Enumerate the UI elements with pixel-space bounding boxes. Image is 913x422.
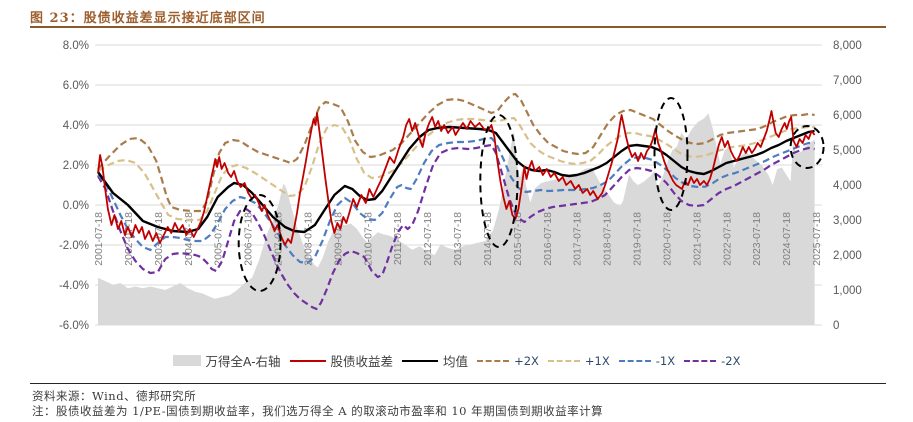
legend-label: +1X (584, 353, 610, 368)
right-axis-tick: 3,000 (833, 215, 862, 227)
legend-swatch (477, 359, 510, 362)
right-axis-tick: 6,000 (833, 110, 862, 122)
series-+1X (97, 116, 815, 222)
x-axis-tick: 2014-07-18 (482, 212, 494, 266)
left-axis-tick: -4.0% (59, 280, 89, 292)
x-axis-tick: 2011-07-18 (392, 212, 404, 265)
annotation-ellipse (789, 125, 825, 169)
legend-label: -2X (721, 353, 741, 368)
x-axis-tick: 2017-07-18 (572, 212, 584, 266)
x-axis-tick: 2024-07-18 (781, 212, 793, 266)
title-divider (30, 26, 886, 28)
x-axis-tick: 2013-07-18 (452, 212, 464, 266)
annotation-ellipse (479, 114, 519, 248)
x-axis-tick: 2018-07-18 (602, 212, 614, 266)
right-axis-tick: 5,000 (833, 145, 862, 157)
left-axis-tick: 8.0% (63, 40, 89, 52)
series-+2X (97, 92, 815, 213)
x-axis-tick: 2004-07-18 (183, 212, 195, 266)
right-axis-tick: 7,000 (833, 75, 862, 87)
legend-item-+2X: +2X (477, 354, 539, 368)
left-axis-tick: 6.0% (63, 80, 89, 92)
legend-label: 股债收益差 (330, 355, 394, 369)
x-axis-tick: 2010-07-18 (362, 212, 374, 266)
legend-item-cn0: 万得全A-右轴 (172, 351, 281, 370)
legend-swatch (172, 355, 201, 366)
source-text: 资料来源：Wind、德邦研究所 (32, 389, 197, 403)
annotation-ellipse (237, 194, 282, 292)
x-axis-tick: 2022-07-18 (721, 212, 733, 266)
right-axis-tick: 2,000 (833, 250, 862, 262)
left-axis-tick: -6.0% (59, 320, 89, 332)
legend-swatch (289, 359, 326, 362)
legend-swatch (547, 359, 580, 362)
footer-divider (30, 383, 886, 384)
legend-item--2X: -2X (684, 354, 740, 368)
x-axis-tick: 2016-07-18 (542, 212, 554, 266)
left-axis-tick: 0.0% (63, 200, 89, 212)
note-text: 注：股债收益差为 1/PE-国债到期收益率，我们选万得全 A 的取滚动市盈率和 … (32, 404, 604, 418)
legend-item-+1X: +1X (547, 353, 610, 368)
left-axis-tick: -2.0% (59, 240, 89, 252)
chart-legend: 万得全A-右轴 股债收益差 均值 +2X +1X -1X -2X (0, 351, 913, 370)
legend-swatch (618, 359, 651, 362)
legend-item-cn1: 股债收益差 (289, 351, 394, 370)
legend-item-cn2: 均值 (402, 351, 468, 370)
x-axis-tick: 2025-07-18 (811, 212, 823, 266)
series--2X (97, 143, 815, 311)
legend-swatch (684, 359, 717, 362)
x-axis-tick: 2001-07-18 (93, 212, 105, 266)
x-axis-tick: 2012-07-18 (422, 212, 434, 266)
legend-label: 万得全A-右轴 (205, 355, 281, 369)
x-axis-tick: 2020-07-18 (661, 212, 673, 266)
right-axis-tick: 0 (833, 320, 839, 332)
annotation-ellipse (653, 97, 689, 211)
x-axis-tick: 2006-07-18 (243, 212, 255, 266)
series-股债收益差 (97, 110, 816, 246)
x-axis-tick: 2008-07-18 (302, 212, 314, 266)
right-axis-tick: 4,000 (833, 180, 862, 192)
right-axis-tick: 1,000 (833, 285, 862, 297)
right-axis-tick: 8,000 (833, 40, 862, 52)
series--1X (97, 136, 815, 265)
figure-title: 图 23：股债收益差显示接近底部区间 (30, 11, 266, 26)
left-axis-tick: 4.0% (63, 120, 89, 132)
x-axis-labels: 2001-07-18 2002-07-18 2003-07-18 2004-07-18… (93, 212, 823, 266)
x-axis-tick: 2021-07-18 (691, 212, 703, 266)
legend-label: 均值 (443, 355, 469, 369)
x-axis-tick: 2023-07-18 (751, 212, 763, 266)
legend-swatch (402, 359, 439, 362)
left-axis-tick: 2.0% (63, 160, 89, 172)
stock-bond-spread-chart: 8.0% 6.0% 4.0% 2.0% 0.0% -2.0% -4.0% -6.0% 8,000… (59, 40, 862, 332)
legend-label: +2X (514, 353, 539, 368)
legend-label: -1X (655, 353, 676, 368)
x-axis-tick: 2015-07-18 (512, 212, 524, 266)
x-axis-tick: 2019-07-18 (632, 212, 644, 266)
legend-item--1X: -1X (618, 353, 676, 368)
